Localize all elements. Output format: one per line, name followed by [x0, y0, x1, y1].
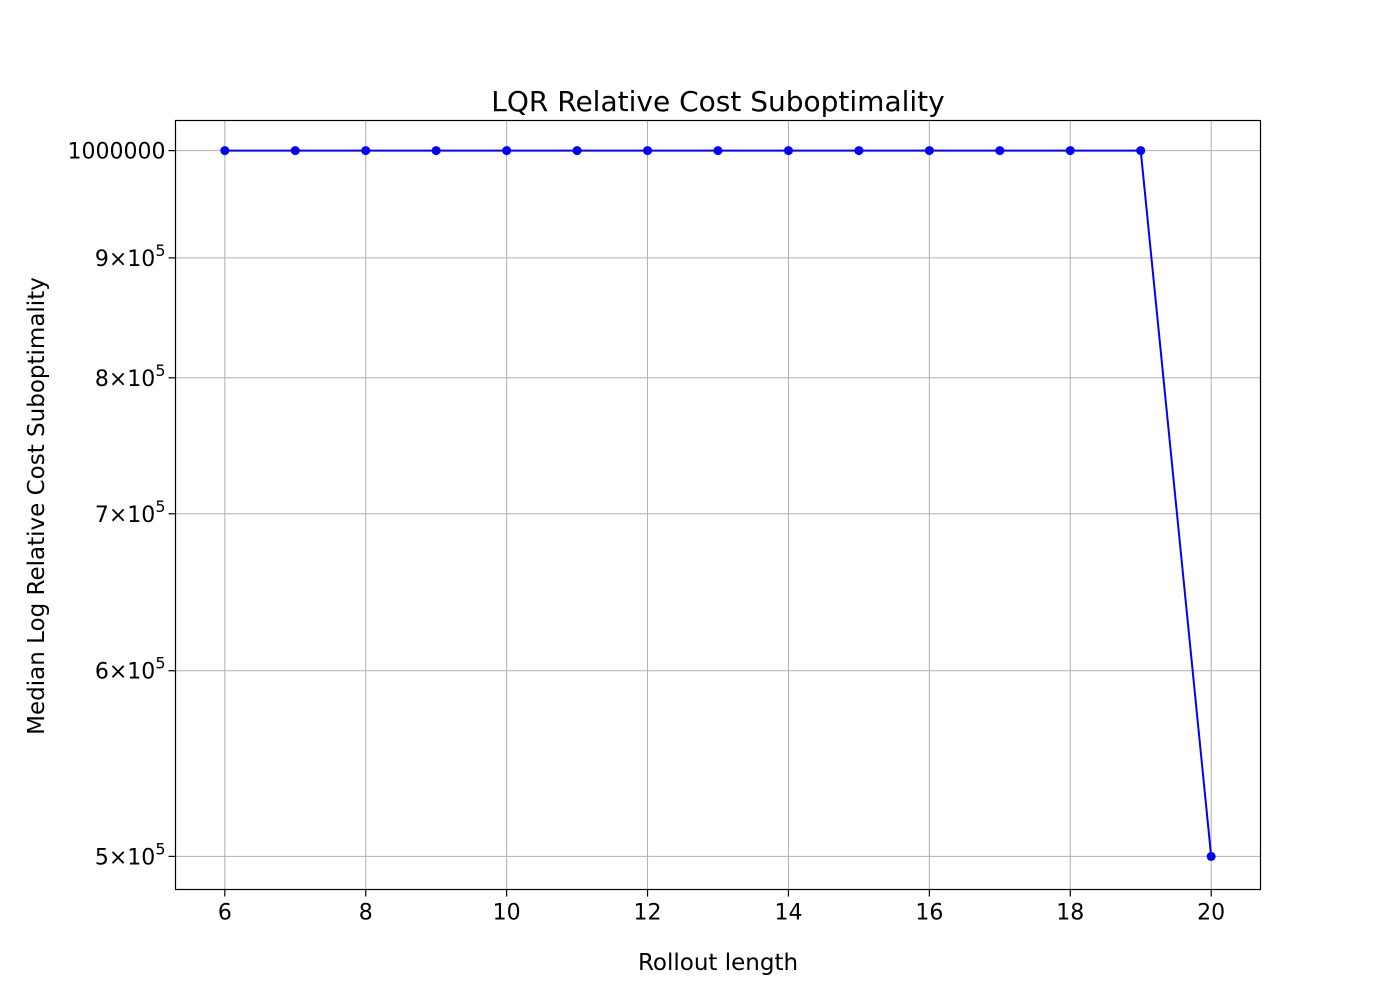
data-point	[924, 146, 934, 156]
x-tick-label: 8	[359, 901, 373, 926]
grid	[175, 120, 1261, 890]
plot-area-frame	[174, 119, 1262, 891]
x-tick-label: 10	[493, 901, 521, 926]
series-line	[224, 149, 1213, 857]
y-tick-label: 1000000	[68, 140, 166, 165]
x-tick-label: 20	[1197, 901, 1225, 926]
data-point	[1136, 146, 1146, 156]
data-point	[572, 146, 582, 156]
x-tick-label: 6	[218, 901, 232, 926]
data-point	[854, 146, 864, 156]
data-point	[1206, 851, 1216, 861]
x-axis-label: Rollout length	[638, 950, 798, 976]
data-point	[431, 146, 441, 156]
data-point	[643, 146, 653, 156]
y-tick-label: 9×105	[95, 241, 166, 272]
series	[220, 146, 1216, 861]
y-axis: 1000000 9×105 8×105 7×105 6×105 5×105	[68, 140, 176, 870]
data-point	[361, 146, 371, 156]
x-tick-label: 14	[774, 901, 802, 926]
data-point	[1065, 146, 1075, 156]
x-tick-label: 18	[1056, 901, 1084, 926]
x-tick-label: 12	[634, 901, 662, 926]
data-point	[783, 146, 793, 156]
y-tick-label: 6×105	[95, 654, 166, 685]
data-point	[502, 146, 512, 156]
data-point	[290, 146, 300, 156]
y-tick-label: 8×105	[95, 361, 166, 392]
y-tick-label: 5×105	[95, 839, 166, 870]
y-axis-label: Median Log Relative Cost Suboptimality	[24, 277, 50, 735]
x-axis: 6 8 10 12 14 16 18 20	[218, 889, 1225, 926]
x-tick-label: 16	[915, 901, 943, 926]
data-point	[995, 146, 1005, 156]
y-tick-label: 7×105	[95, 497, 166, 528]
chart-title: LQR Relative Cost Suboptimality	[491, 85, 944, 118]
data-point	[713, 146, 723, 156]
data-point	[220, 146, 230, 156]
